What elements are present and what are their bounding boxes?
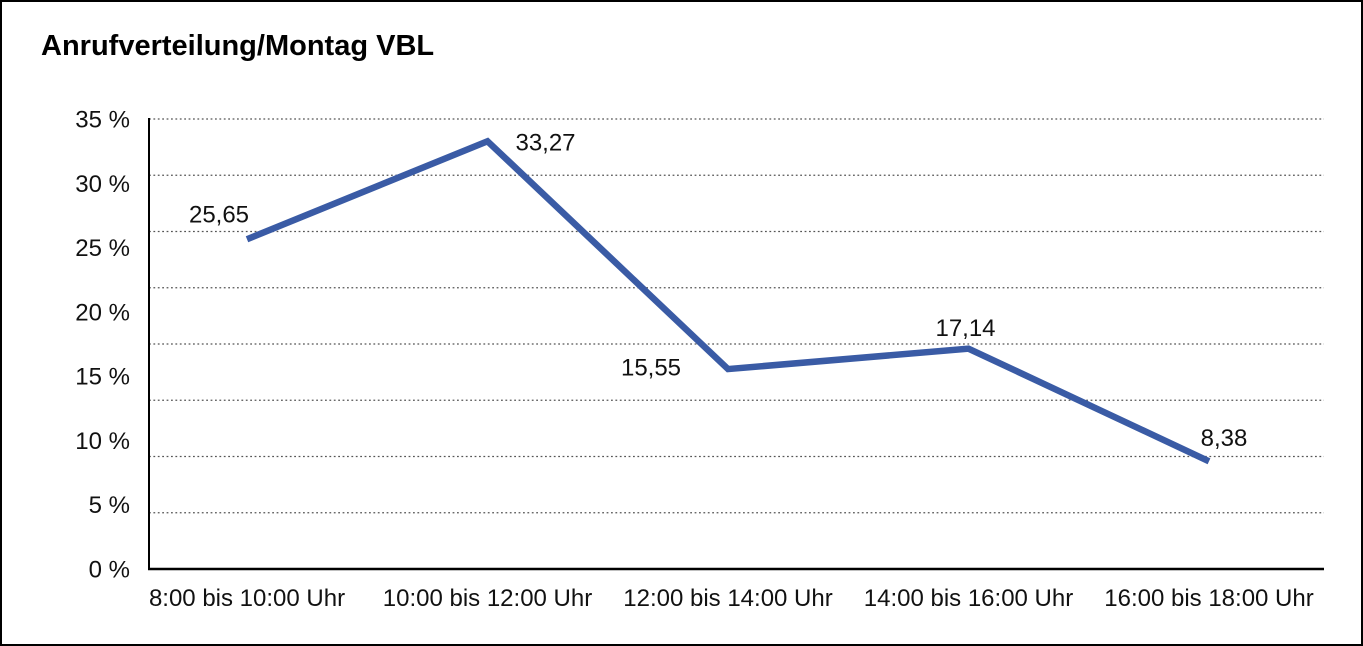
value-label: 8,38 xyxy=(1201,425,1248,452)
y-axis-label: 0 % xyxy=(89,557,130,584)
value-label: 17,14 xyxy=(935,315,995,342)
x-axis-label: 14:00 bis 16:00 Uhr xyxy=(864,585,1073,612)
x-axis-label: 8:00 bis 10:00 Uhr xyxy=(149,585,345,612)
series-line xyxy=(245,137,1211,465)
x-axis-label: 16:00 bis 18:00 Uhr xyxy=(1104,585,1313,612)
value-label: 33,27 xyxy=(515,130,575,157)
y-axis-label: 15 % xyxy=(75,364,130,391)
y-axis-label: 35 % xyxy=(75,107,130,134)
y-axis-label: 25 % xyxy=(75,235,130,262)
y-axis-label: 30 % xyxy=(75,171,130,198)
chart-title: Anrufverteilung/Montag VBL xyxy=(41,30,435,62)
y-axis-label: 20 % xyxy=(75,299,130,326)
x-axis-label: 10:00 bis 12:00 Uhr xyxy=(383,585,592,612)
y-axis-label: 5 % xyxy=(89,492,130,519)
x-axis-label: 12:00 bis 14:00 Uhr xyxy=(623,585,832,612)
value-label: 25,65 xyxy=(189,202,249,229)
y-axis-label: 10 % xyxy=(75,428,130,455)
value-label: 15,55 xyxy=(621,355,681,382)
